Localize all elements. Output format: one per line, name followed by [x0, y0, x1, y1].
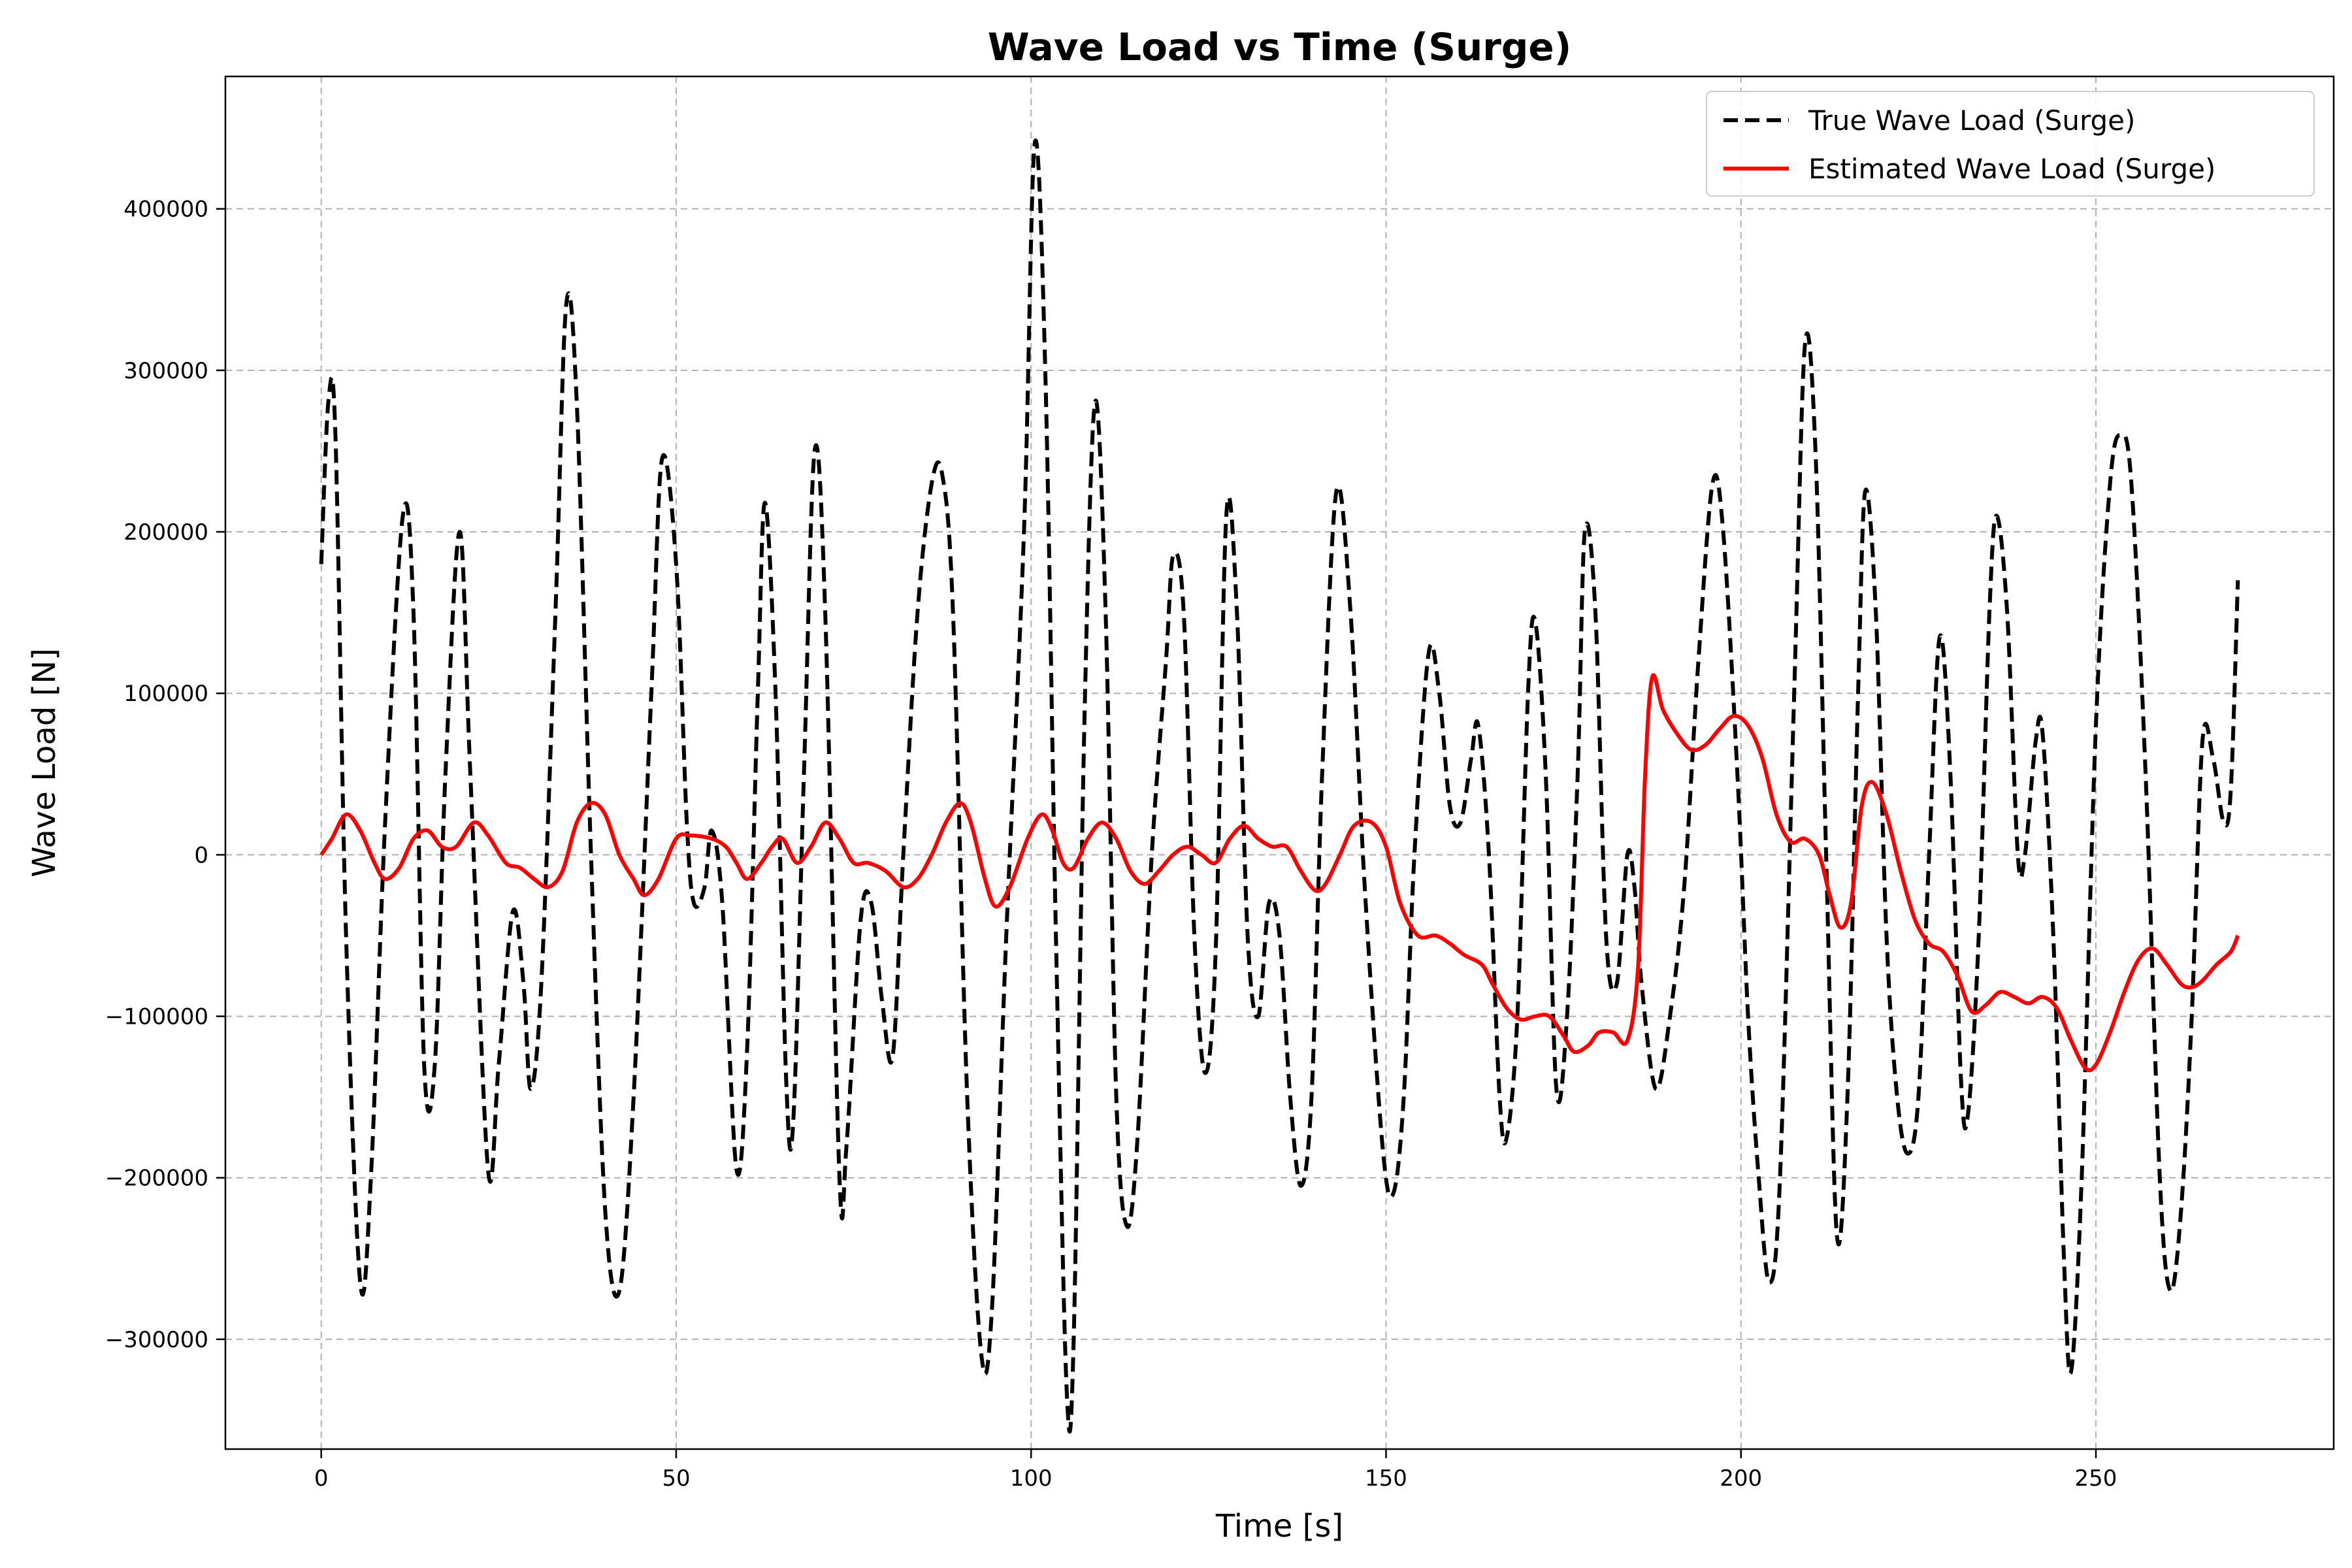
y-axis-label: Wave Load [N]: [26, 648, 63, 877]
y-tick-label: 200000: [123, 519, 208, 546]
legend-label-estimated-wave-load: Estimated Wave Load (Surge): [1808, 153, 2215, 185]
y-tick-label: −300000: [105, 1327, 208, 1353]
x-tick-label: 100: [1010, 1465, 1053, 1492]
y-tick-label: 100000: [123, 681, 208, 707]
y-tick-label: −100000: [105, 1004, 208, 1030]
x-tick-label: 50: [662, 1465, 690, 1492]
legend: True Wave Load (Surge) Estimated Wave Lo…: [1707, 91, 2314, 196]
y-tick-label: 400000: [123, 197, 208, 223]
legend-label-true-wave-load: True Wave Load (Surge): [1808, 105, 2135, 137]
x-axis-label: Time [s]: [1215, 1508, 1343, 1544]
x-tick-label: 150: [1365, 1465, 1407, 1492]
y-tick-label: 0: [194, 842, 208, 868]
x-tick-label: 200: [1720, 1465, 1762, 1492]
x-tick-label: 0: [314, 1465, 329, 1492]
y-tick-label: −200000: [105, 1166, 208, 1192]
y-tick-label: 300000: [123, 358, 208, 384]
x-tick-label: 250: [2075, 1465, 2117, 1492]
chart-title: Wave Load vs Time (Surge): [988, 25, 1572, 69]
